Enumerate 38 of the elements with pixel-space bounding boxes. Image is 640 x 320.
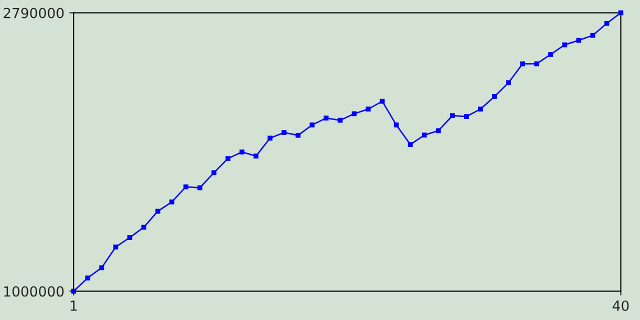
point xyxy=(436,128,441,134)
y-tick-label: 2790000 xyxy=(4,8,64,18)
point xyxy=(562,42,568,48)
point xyxy=(478,106,483,112)
point xyxy=(492,94,497,99)
point xyxy=(268,136,272,141)
point xyxy=(394,122,399,128)
point xyxy=(548,52,554,57)
point xyxy=(296,132,301,138)
point xyxy=(71,288,76,294)
point xyxy=(113,244,118,250)
point xyxy=(422,132,427,138)
x-tick-label: 40 xyxy=(612,300,629,311)
point xyxy=(169,199,174,204)
point xyxy=(324,116,329,121)
x-tick-label: 1 xyxy=(70,300,77,311)
point xyxy=(99,265,104,270)
point xyxy=(310,122,315,128)
point xyxy=(576,38,582,43)
point xyxy=(226,156,230,161)
point xyxy=(197,185,202,190)
point xyxy=(127,235,132,240)
point xyxy=(590,32,596,38)
point xyxy=(450,113,455,118)
point xyxy=(240,150,244,154)
point xyxy=(85,276,90,280)
point xyxy=(604,20,610,26)
point xyxy=(520,61,526,66)
point xyxy=(282,130,286,135)
point xyxy=(534,61,540,66)
point xyxy=(464,114,469,119)
point xyxy=(506,80,511,86)
point xyxy=(366,106,371,112)
point xyxy=(408,142,413,147)
point xyxy=(211,170,216,176)
point xyxy=(254,154,258,158)
y-tick-label: 1000000 xyxy=(4,286,64,297)
point xyxy=(183,184,188,190)
